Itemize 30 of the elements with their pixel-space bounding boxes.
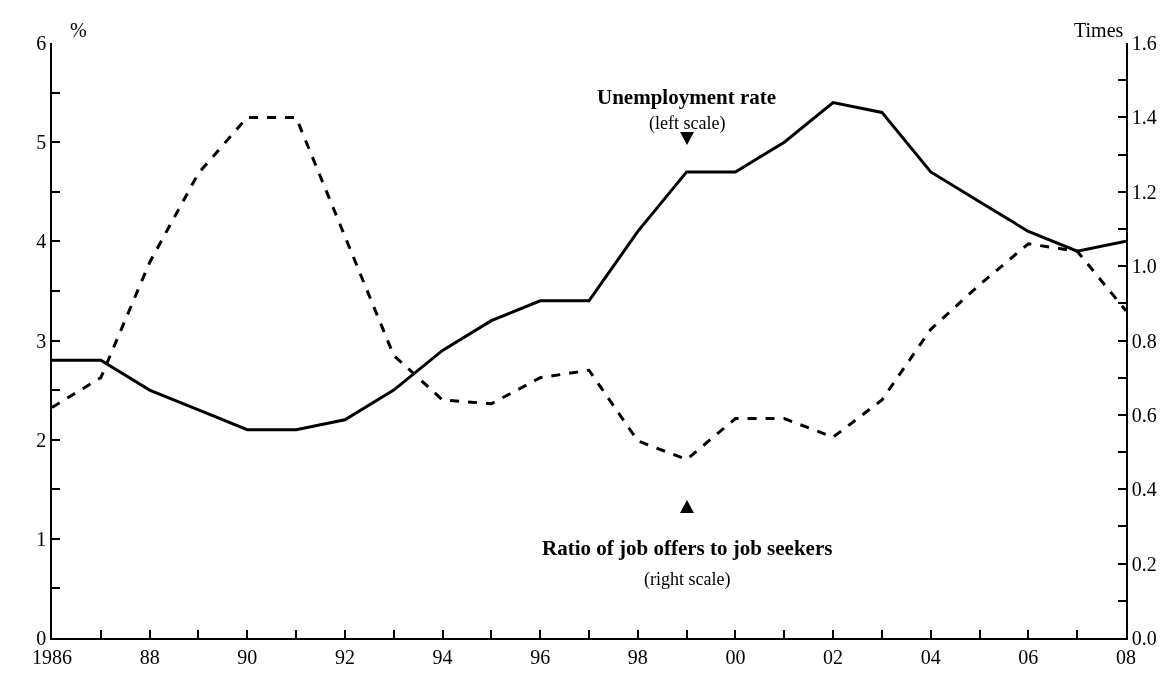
annotation: Unemployment rate [597, 85, 777, 109]
y-tick-label: 4 [36, 230, 47, 253]
y-tick-label: 2 [36, 428, 47, 451]
y2-tick-label: 0.4 [1131, 478, 1157, 501]
x-tick-label: 06 [1018, 645, 1039, 668]
y2-tick-label: 0.6 [1131, 403, 1157, 426]
y2-tick-label: 1.0 [1131, 255, 1157, 278]
x-tick-label: 00 [725, 645, 746, 668]
y-axis-title: % [70, 19, 87, 41]
x-tick-label: 02 [823, 645, 844, 668]
y2-tick-label: 0.2 [1131, 552, 1157, 575]
x-tick-label: 96 [530, 645, 551, 668]
y2-tick-label: 1.6 [1131, 32, 1157, 54]
y2-axis-title: Times [1074, 19, 1124, 41]
annotation: (right scale) [644, 569, 731, 590]
y-tick-label: 6 [36, 32, 47, 54]
x-tick-label: 92 [334, 645, 355, 668]
y2-tick-label: 0.8 [1131, 329, 1157, 352]
x-tick-label: 94 [432, 645, 453, 668]
y-tick-label: 1 [36, 527, 47, 550]
x-tick-label: 88 [139, 645, 160, 668]
y-tick-label: 3 [36, 329, 47, 352]
annotation: (left scale) [649, 113, 726, 134]
y2-tick-label: 1.2 [1131, 180, 1157, 203]
y2-tick-label: 1.4 [1131, 106, 1157, 129]
x-tick-label: 04 [920, 645, 941, 668]
annotation: Ratio of job offers to job seekers [542, 536, 833, 560]
x-tick-label: 90 [237, 645, 258, 668]
x-tick-label: 98 [627, 645, 648, 668]
y-tick-label: 5 [36, 131, 47, 154]
